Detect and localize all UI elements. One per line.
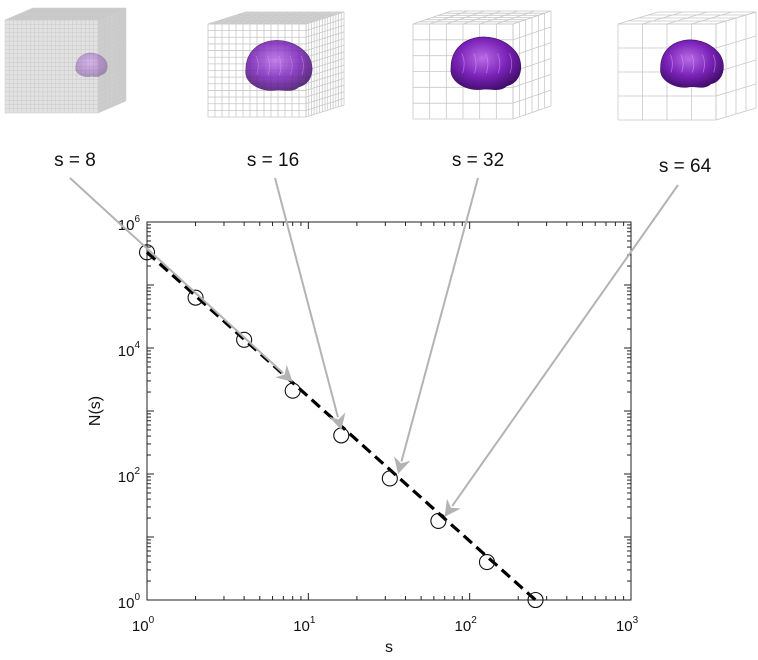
x-tick-label: 101: [293, 615, 316, 635]
grid-line: [97, 88, 127, 101]
grid-line: [85, 7, 114, 21]
brain-fold: [255, 55, 259, 75]
brain-fold: [680, 54, 684, 73]
brain-fold: [278, 55, 282, 75]
voxel-thumbnail-1: [4, 7, 127, 114]
plot-frame: [146, 221, 632, 601]
data-point: [478, 554, 496, 571]
scale-label-32: s = 32: [452, 150, 504, 171]
brain-fold: [485, 53, 489, 74]
data-points: [138, 244, 544, 609]
annotation-arrow-line: [274, 177, 339, 418]
data-point: [236, 331, 253, 348]
brain-icon: [450, 36, 522, 90]
grid-line: [89, 7, 118, 21]
brain-fold: [702, 54, 705, 73]
data-point: [430, 512, 447, 529]
grid-line: [715, 11, 757, 25]
grid-line: [305, 91, 345, 105]
axis-ticks: 100 101 102 103 100 102 104 106: [118, 214, 639, 635]
grid-line: [305, 11, 345, 25]
scale-label-8: s = 8: [54, 150, 96, 171]
grid-line: [305, 97, 345, 111]
annotation-arrow-head: [275, 364, 293, 382]
data-point: [381, 470, 398, 487]
brain-fold: [300, 55, 304, 75]
y-tick-label: 104: [118, 340, 141, 360]
data-point: [284, 382, 301, 399]
grid-line: [97, 100, 127, 114]
x-axis-label: s: [385, 639, 393, 656]
y-tick-label: 100: [118, 592, 141, 612]
data-point: [527, 591, 544, 609]
grid-line: [305, 84, 345, 98]
grid-line: [97, 79, 127, 93]
grid-line: [715, 107, 757, 121]
brain-fold: [508, 53, 513, 74]
grid-line: [97, 75, 127, 88]
grid-line: [691, 11, 732, 25]
brain-icon: [660, 39, 724, 88]
grid-line: [97, 83, 127, 97]
grid-line: [97, 92, 127, 105]
scale-label-64: s = 64: [659, 156, 712, 177]
grid-line: [305, 104, 345, 118]
brain-icon: [245, 40, 313, 91]
brain-fold: [691, 54, 695, 73]
data-point: [138, 244, 156, 261]
grid-line: [512, 10, 552, 25]
grid-line: [305, 64, 345, 78]
annotation-arrow-head: [328, 412, 346, 430]
annotation-arrow-head: [444, 498, 461, 517]
grid-line: [715, 83, 757, 97]
voxel-thumbnail-4: [617, 11, 757, 121]
data-point: [187, 289, 204, 306]
brain-fold: [712, 54, 716, 73]
brain-fold: [85, 60, 88, 70]
thumbnails: [4, 7, 757, 121]
annotation-arrows: [69, 177, 679, 517]
x-tick-label: 100: [132, 615, 155, 635]
grid-line: [93, 7, 122, 21]
grid-line: [298, 11, 338, 25]
grid-line: [305, 71, 345, 85]
annotation-arrow-line: [451, 184, 679, 507]
brain-fold: [669, 54, 673, 73]
brain-fold: [266, 55, 270, 75]
brain-fold: [101, 60, 104, 70]
brain-fold: [473, 53, 477, 74]
brain-fold: [289, 55, 293, 75]
annotation-arrow-line: [400, 177, 479, 462]
brain-icon: [75, 52, 108, 77]
grid-line: [97, 71, 127, 84]
brain-fold: [80, 60, 83, 70]
grid-line: [97, 7, 127, 21]
grid-line: [97, 66, 127, 80]
brain-fold: [497, 53, 501, 74]
scale-label-16: s = 16: [247, 150, 299, 171]
brain-fold: [96, 60, 99, 70]
y-tick-label: 102: [118, 466, 141, 486]
grid-line: [512, 105, 552, 120]
voxel-thumbnail-3: [412, 10, 552, 120]
grid-line: [97, 96, 127, 110]
x-tick-label: 103: [616, 615, 639, 635]
annotation-labels: s = 8 s = 16 s = 32 s = 64: [54, 150, 711, 177]
annotation-arrow-head: [394, 456, 411, 474]
voxel-thumbnail-2: [207, 11, 345, 118]
y-axis-label: N(s): [87, 396, 104, 426]
brain-fold: [461, 53, 465, 74]
brain-fold: [90, 60, 93, 70]
y-tick-label: 106: [118, 214, 141, 234]
x-tick-label: 102: [455, 615, 478, 635]
annotation-arrow-line: [69, 177, 284, 374]
grid-line: [305, 78, 345, 91]
